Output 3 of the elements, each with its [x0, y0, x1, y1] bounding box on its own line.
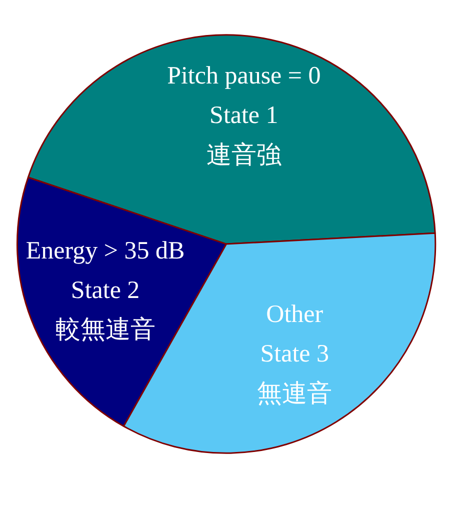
- slice-label: Energy > 35 dB State 2 較無連音: [26, 237, 185, 344]
- slice-label: Pitch pause = 0 State 1 連音強: [167, 62, 321, 169]
- slice-label: Other State 3 無連音: [257, 300, 332, 408]
